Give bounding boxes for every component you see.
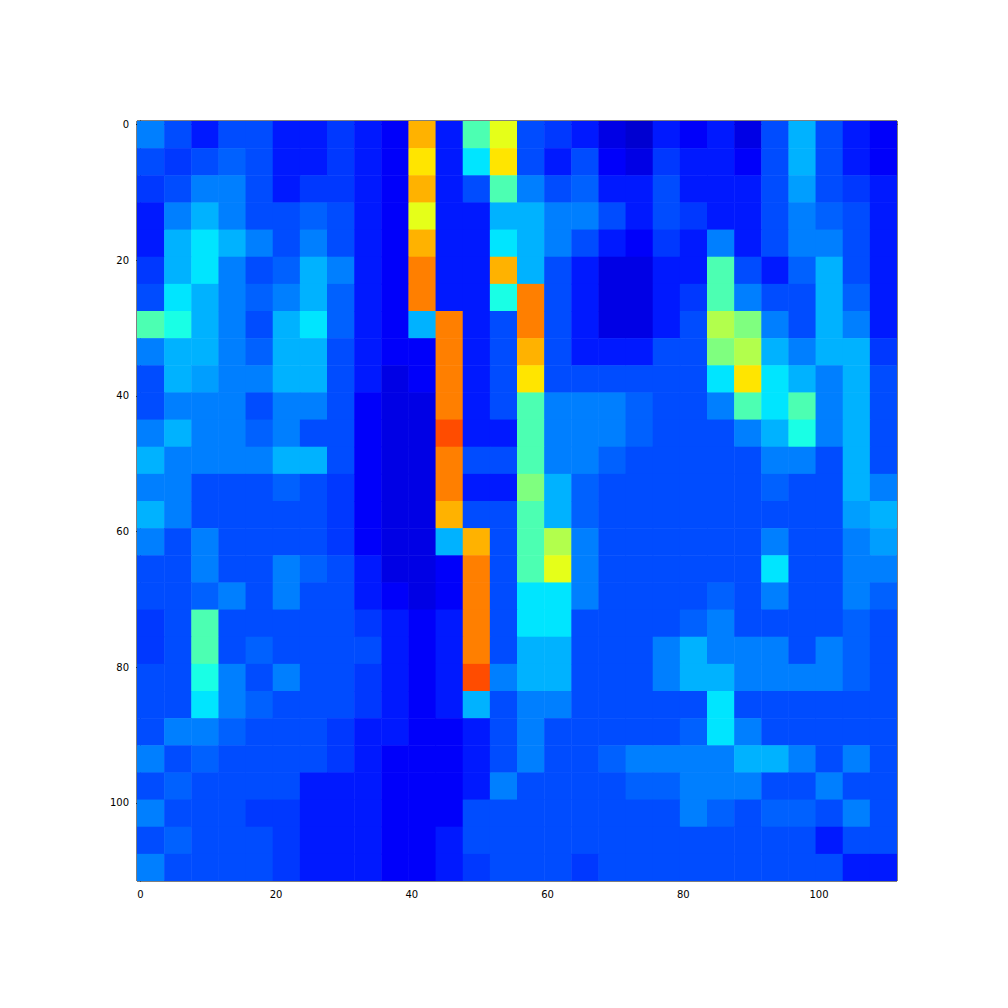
svg-text:0: 0	[123, 119, 129, 130]
svg-text:80: 80	[677, 889, 690, 900]
svg-text:100: 100	[809, 889, 828, 900]
svg-text:60: 60	[116, 526, 129, 537]
svg-text:40: 40	[405, 889, 418, 900]
svg-text:40: 40	[116, 390, 129, 401]
svg-text:80: 80	[116, 662, 129, 673]
svg-text:0: 0	[137, 889, 143, 900]
svg-text:20: 20	[270, 889, 283, 900]
svg-text:20: 20	[116, 255, 129, 266]
svg-text:100: 100	[110, 797, 129, 808]
svg-text:60: 60	[541, 889, 554, 900]
